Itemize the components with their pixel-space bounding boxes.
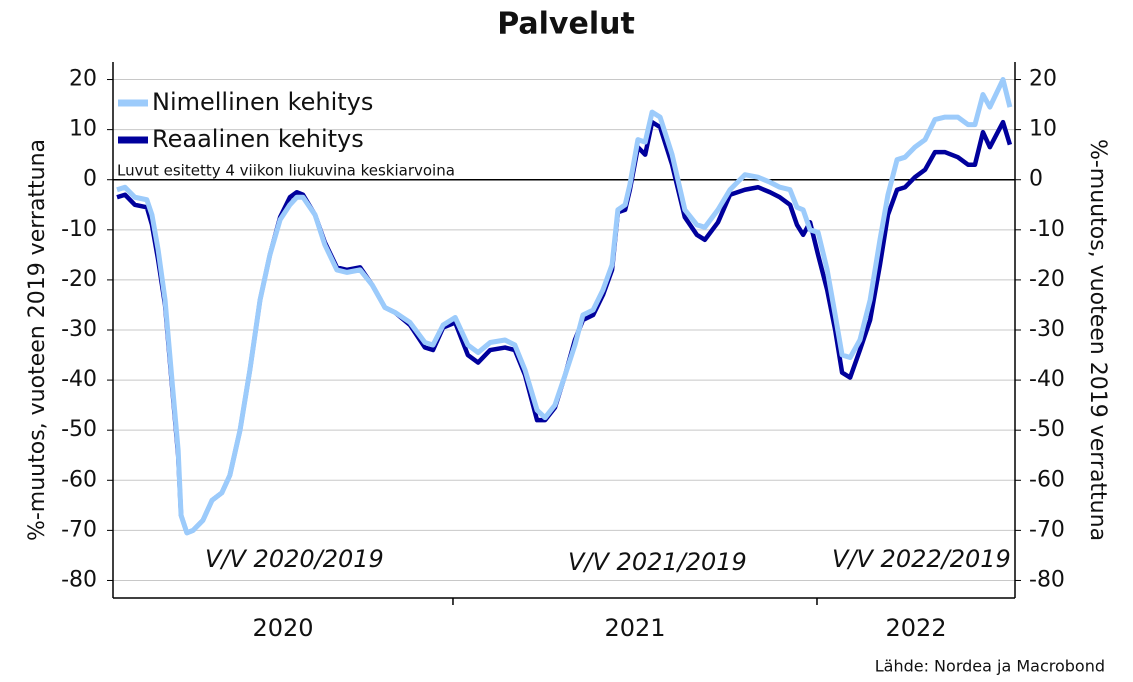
y-tick-label: -70 [61, 517, 97, 542]
legend-label: Reaalinen kehitys [152, 125, 364, 153]
y-tick-label: -60 [61, 467, 97, 492]
y2-tick-label: -30 [1029, 317, 1065, 342]
y2-tick-label: 20 [1029, 67, 1057, 92]
y2-tick-label: 10 [1029, 117, 1057, 142]
annotation: V/V 2020/2019 [205, 545, 384, 573]
chart-title: Palvelut [497, 7, 635, 42]
note: Luvut esitetty 4 viikon liukuvina keskia… [117, 162, 455, 180]
series-line [116, 77, 1013, 536]
y-tick-label: 10 [69, 117, 97, 142]
y-tick-label: -10 [61, 217, 97, 242]
y2-tick-label: -50 [1029, 417, 1065, 442]
y2-tick-label: -40 [1029, 367, 1065, 392]
x-period-label: 2022 [885, 614, 946, 642]
annotation: V/V 2022/2019 [832, 545, 1011, 573]
y2-axis-label: %-muutos, vuoteen 2019 verrattuna [1085, 139, 1110, 541]
y2-tick-label: -20 [1029, 267, 1065, 292]
annotation: V/V 2021/2019 [568, 548, 747, 576]
source: Lähde: Nordea ja Macrobond [875, 657, 1105, 676]
y-tick-label: 20 [69, 67, 97, 92]
y-tick-label: -80 [61, 567, 97, 592]
y-axis-label: %-muutos, vuoteen 2019 verrattuna [25, 139, 50, 541]
y-tick-label: 0 [83, 167, 97, 192]
y-tick-label: -50 [61, 417, 97, 442]
legend-label: Nimellinen kehitys [152, 88, 373, 116]
y-tick-label: -40 [61, 367, 97, 392]
y2-tick-label: -10 [1029, 217, 1065, 242]
x-period-label: 2021 [604, 614, 665, 642]
series-line [116, 119, 1013, 536]
y2-tick-label: 0 [1029, 167, 1043, 192]
x-period-label: 2020 [252, 614, 313, 642]
y-tick-label: -30 [61, 317, 97, 342]
y2-tick-label: -70 [1029, 517, 1065, 542]
y2-tick-label: -60 [1029, 467, 1065, 492]
y2-tick-label: -80 [1029, 567, 1065, 592]
y-tick-label: -20 [61, 267, 97, 292]
